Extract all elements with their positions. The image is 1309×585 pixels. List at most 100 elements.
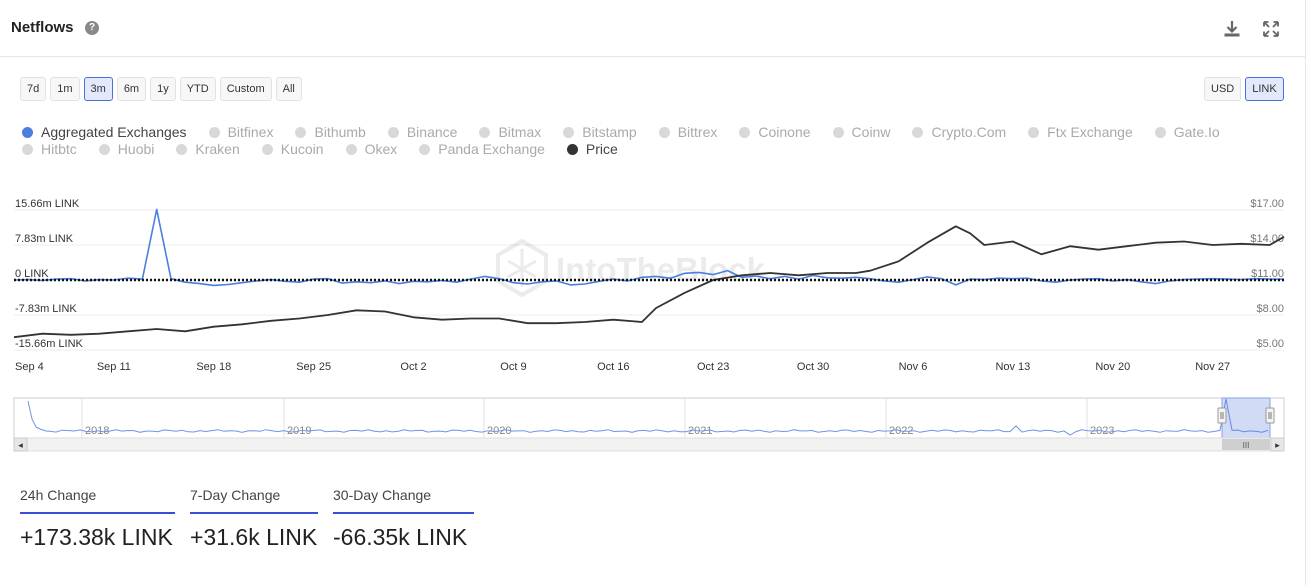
series-line-price[interactable] (13, 225, 1285, 339)
y-right-tick-label: $17.00 (1250, 198, 1284, 210)
legend-item-binance[interactable]: Binance (387, 124, 458, 140)
legend-item-bithumb[interactable]: Bithumb (295, 124, 366, 140)
x-tick-label: Oct 23 (697, 361, 729, 373)
stat-24h-value: +173.38k LINK (20, 524, 173, 550)
arrow-right-icon: ▸ (1275, 441, 1280, 451)
x-tick-label: Nov 13 (995, 361, 1030, 373)
download-icon[interactable] (1222, 19, 1242, 39)
legend-item-bitmax[interactable]: Bitmax (479, 124, 541, 140)
navigator-selection[interactable] (1221, 397, 1271, 439)
legend-item-bitstamp[interactable]: Bitstamp (563, 124, 637, 140)
range-button-3m[interactable]: 3m (83, 77, 113, 101)
legend-label: Hitbtc (41, 141, 77, 157)
legend-label: Bittrex (677, 124, 718, 140)
range-button-custom[interactable]: Custom (219, 77, 272, 101)
legend-dot-icon (479, 126, 491, 138)
netflows-chart: 15.66m LINK 7.83m LINK 0 LINK -7.83m LINK -1… (13, 198, 1285, 373)
legend-item-coinone[interactable]: Coinone (739, 124, 811, 140)
legend-item-coinw[interactable]: Coinw (832, 124, 891, 140)
legend-dot-icon (566, 143, 578, 155)
stat-30d-label: 30-Day Change (333, 487, 474, 514)
stat-7d-label: 7-Day Change (190, 487, 318, 514)
legend-dot-icon (176, 143, 188, 155)
legend-dot-icon (1028, 126, 1040, 138)
x-tick-label: Oct 2 (400, 361, 426, 373)
fullscreen-icon[interactable] (1261, 19, 1281, 39)
watermark-logo: IntoTheBlock (496, 238, 766, 298)
legend-item-kraken[interactable]: Kraken (176, 141, 240, 157)
y-left-tick-label: -15.66m LINK (15, 338, 84, 350)
legend-item-gate-io[interactable]: Gate.Io (1154, 124, 1220, 140)
scroll-left-button[interactable] (13, 437, 28, 452)
legend-label: Bitmax (498, 124, 542, 140)
legend-dot-icon (658, 126, 670, 138)
legend-dot-icon (1154, 126, 1166, 138)
legend-label: Okex (364, 141, 398, 157)
legend-item-crypto-com[interactable]: Crypto.Com (912, 124, 1006, 140)
legend-label: Panda Exchange (438, 141, 545, 157)
legend-item-panda-exchange[interactable]: Panda Exchange (419, 141, 545, 157)
legend-item-bittrex[interactable]: Bittrex (658, 124, 718, 140)
navigator-handle[interactable] (1217, 407, 1227, 424)
legend-label: Crypto.Com (931, 124, 1007, 140)
legend-row-2: Hitbtc Huobi Kraken Kucoin Okex Panda Exchang… (22, 141, 640, 157)
stat-30d-value: -66.35k LINK (333, 524, 468, 550)
navigator-handle[interactable] (1265, 407, 1275, 424)
range-selector: 7d 1m 3m 6m 1y YTD Custom All (20, 77, 302, 101)
legend-label: Binance (406, 124, 458, 140)
legend-item-huobi[interactable]: Huobi (98, 141, 155, 157)
range-button-1y[interactable]: 1y (150, 77, 176, 101)
legend-item-hitbtc[interactable]: Hitbtc (22, 141, 77, 157)
help-icon[interactable]: ? (85, 21, 99, 35)
y-right-tick-label: $11.00 (1251, 268, 1284, 280)
x-tick-label: Sep 11 (97, 361, 131, 373)
legend-label: Bitstamp (582, 124, 637, 140)
y-left-tick-label: -7.83m LINK (15, 303, 77, 315)
x-tick-label: Oct 9 (500, 361, 526, 373)
legend-row-1: Aggregated Exchanges Bitfinex Bithumb Binan… (22, 124, 1242, 140)
legend-label: Huobi (117, 141, 155, 157)
legend-label: Kraken (195, 141, 240, 157)
legend-item-bitfinex[interactable]: Bitfinex (208, 124, 273, 140)
legend-dot-icon (261, 143, 273, 155)
stat-7d: 7-Day Change +31.6k LINK (190, 487, 318, 551)
unit-button-usd[interactable]: USD (1204, 77, 1242, 101)
legend-item-okex[interactable]: Okex (345, 141, 398, 157)
legend-item-kucoin[interactable]: Kucoin (261, 141, 324, 157)
navigator-scrollbar[interactable] (13, 437, 1285, 452)
legend-dot-icon (739, 126, 751, 138)
stat-30d: 30-Day Change -66.35k LINK (333, 487, 474, 551)
scroll-right-button[interactable] (1270, 437, 1285, 452)
y-left-tick-label: 7.83m LINK (15, 233, 74, 245)
unit-button-link[interactable]: LINK (1245, 77, 1284, 101)
legend-dot-icon (22, 126, 33, 138)
legend-item-price[interactable]: Price (566, 141, 618, 157)
scrollbar-thumb[interactable] (1222, 439, 1270, 450)
y-left-tick-label: 15.66m LINK (15, 198, 80, 210)
legend-dot-icon (208, 126, 220, 138)
y-left-tick-label: 0 LINK (15, 268, 49, 280)
legend-dot-icon (98, 143, 110, 155)
x-tick-label: Oct 30 (797, 361, 829, 373)
legend-dot-icon (563, 126, 575, 138)
y-right-tick-label: $5.00 (1256, 338, 1284, 350)
series-line-aggregated-exchanges[interactable] (13, 208, 1285, 287)
legend-item-aggregated-exchanges[interactable]: Aggregated Exchanges (22, 124, 187, 140)
legend-label: Kucoin (280, 141, 324, 157)
range-button-1m[interactable]: 1m (50, 77, 80, 101)
unit-selector: USD LINK (1204, 77, 1284, 101)
legend-label: Coinw (851, 124, 891, 140)
legend-dot-icon (419, 143, 431, 155)
range-button-all[interactable]: All (275, 77, 302, 101)
range-button-7d[interactable]: 7d (20, 77, 47, 101)
range-button-6m[interactable]: 6m (116, 77, 147, 101)
legend-dot-icon (832, 126, 844, 138)
stat-24h: 24h Change +173.38k LINK (20, 487, 175, 551)
legend-dot-icon (387, 126, 399, 138)
legend-item-ftx-exchange[interactable]: Ftx Exchange (1028, 124, 1133, 140)
range-button-ytd[interactable]: YTD (179, 77, 216, 101)
legend-dot-icon (345, 143, 357, 155)
x-tick-label: Nov 6 (899, 361, 928, 373)
